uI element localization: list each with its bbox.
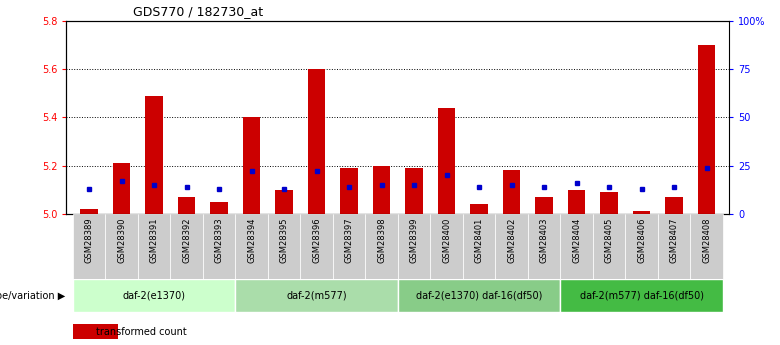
Text: GSM28393: GSM28393 (215, 217, 224, 263)
Bar (535, 197, 553, 214)
Bar (365, 214, 398, 279)
Bar (405, 168, 423, 214)
Bar (73, 214, 105, 279)
Text: GSM28407: GSM28407 (669, 217, 679, 263)
Bar (210, 202, 228, 214)
Text: GSM28397: GSM28397 (345, 217, 353, 263)
Text: GSM28395: GSM28395 (279, 217, 289, 263)
Bar (470, 204, 488, 214)
Text: GSM28403: GSM28403 (540, 217, 548, 263)
Text: genotype/variation ▶: genotype/variation ▶ (0, 291, 65, 301)
Bar (697, 45, 715, 214)
Bar (690, 214, 723, 279)
Bar (236, 214, 268, 279)
Text: GSM28396: GSM28396 (312, 217, 321, 263)
Text: daf-2(e1370): daf-2(e1370) (122, 291, 186, 301)
Bar (112, 163, 130, 214)
Text: daf-2(m577) daf-16(df50): daf-2(m577) daf-16(df50) (580, 291, 704, 301)
Text: transformed count: transformed count (96, 327, 187, 336)
Bar (431, 214, 463, 279)
Text: GSM28402: GSM28402 (507, 217, 516, 263)
Text: GSM28391: GSM28391 (150, 217, 158, 263)
Text: GSM28401: GSM28401 (474, 217, 484, 263)
Bar (633, 211, 651, 214)
Bar (73, 324, 118, 339)
Bar (300, 214, 333, 279)
Bar (275, 190, 293, 214)
Bar (560, 279, 723, 312)
Bar (665, 197, 683, 214)
Bar (593, 214, 626, 279)
Text: GSM28389: GSM28389 (84, 217, 94, 263)
Bar (340, 168, 358, 214)
Bar (568, 190, 586, 214)
Bar (658, 214, 690, 279)
Bar (398, 279, 560, 312)
Bar (138, 214, 170, 279)
Bar (236, 279, 398, 312)
Bar (105, 214, 138, 279)
Text: GDS770 / 182730_at: GDS770 / 182730_at (133, 5, 263, 18)
Bar (373, 166, 391, 214)
Text: GSM28406: GSM28406 (637, 217, 646, 263)
Text: GSM28400: GSM28400 (442, 217, 451, 263)
Bar (463, 214, 495, 279)
Bar (495, 214, 528, 279)
Text: GSM28398: GSM28398 (377, 217, 386, 263)
Bar (333, 214, 365, 279)
Text: GSM28390: GSM28390 (117, 217, 126, 263)
Bar (438, 108, 456, 214)
Bar (560, 214, 593, 279)
Bar (170, 214, 203, 279)
Bar (203, 214, 236, 279)
Bar (307, 69, 325, 214)
Bar (178, 197, 196, 214)
Bar (145, 96, 163, 214)
Text: GSM28394: GSM28394 (247, 217, 256, 263)
Text: GSM28404: GSM28404 (572, 217, 581, 263)
Text: daf-2(m577): daf-2(m577) (286, 291, 347, 301)
Bar (268, 214, 300, 279)
Bar (73, 279, 236, 312)
Bar (80, 209, 98, 214)
Bar (398, 214, 431, 279)
Text: GSM28399: GSM28399 (410, 217, 419, 263)
Bar (626, 214, 658, 279)
Text: daf-2(e1370) daf-16(df50): daf-2(e1370) daf-16(df50) (416, 291, 542, 301)
Text: GSM28408: GSM28408 (702, 217, 711, 263)
Text: GSM28405: GSM28405 (604, 217, 614, 263)
Bar (243, 117, 261, 214)
Bar (528, 214, 560, 279)
Text: GSM28392: GSM28392 (182, 217, 191, 263)
Bar (600, 192, 618, 214)
Bar (502, 170, 520, 214)
